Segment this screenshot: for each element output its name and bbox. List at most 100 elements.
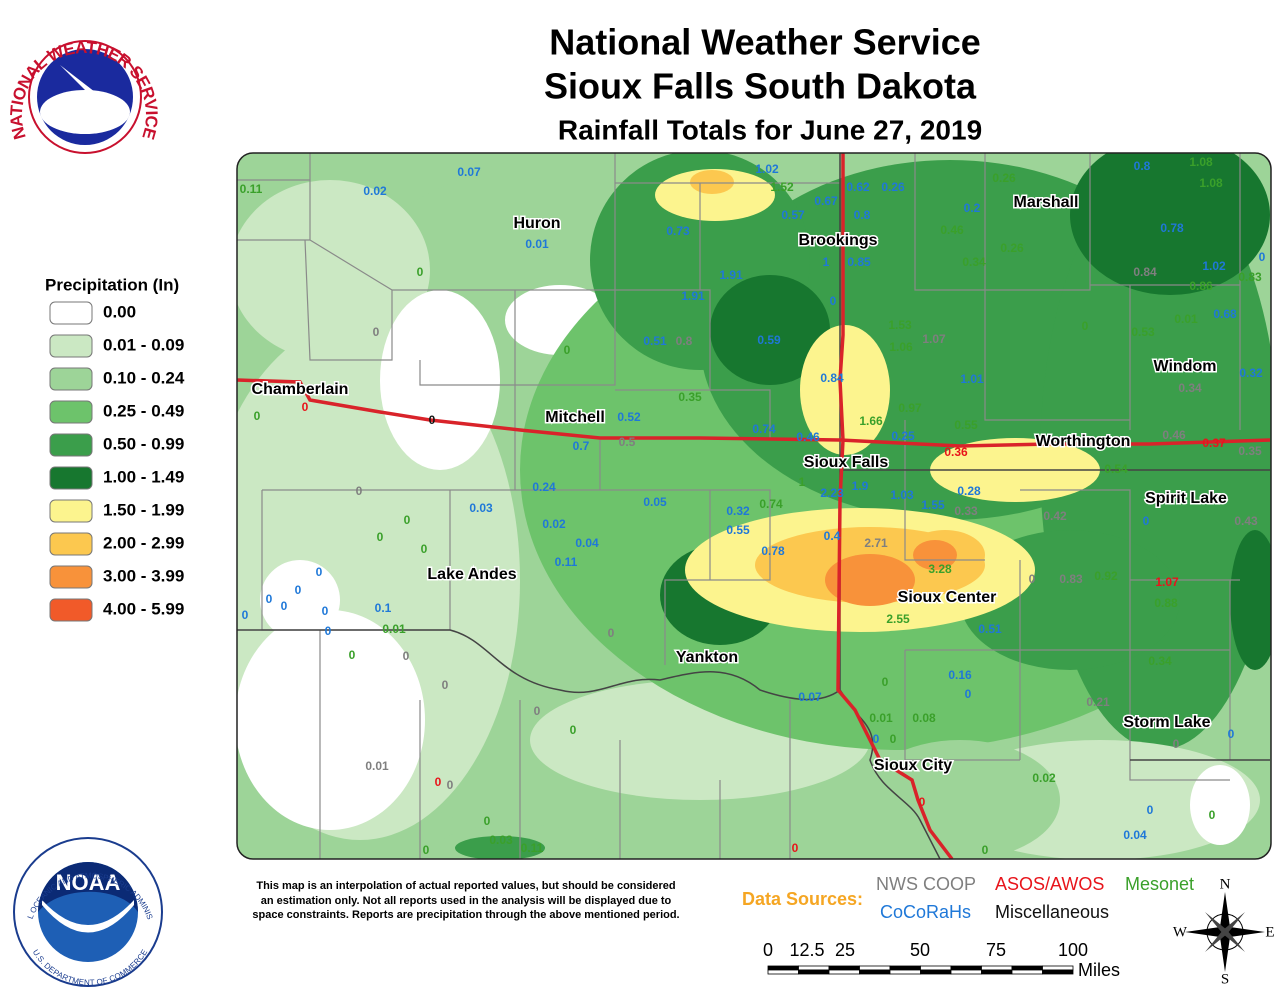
station-report: 0.28 (957, 484, 981, 498)
city-label: Sioux Falls (804, 454, 889, 471)
station-report: 0.04 (575, 536, 599, 550)
scale-segment (1011, 969, 1043, 975)
legend-label: 0.50 - 0.99 (103, 434, 184, 453)
station-report: 0 (295, 583, 302, 597)
legend-label: 4.00 - 5.99 (103, 599, 184, 618)
station-report: 0.26 (992, 171, 1016, 185)
city-labels: Huron Brookings Marshall Chamberlain Mitchel… (250, 193, 1228, 776)
station-report: 0 (403, 649, 410, 663)
scale-label: 75 (986, 940, 1006, 960)
scale-segment (859, 965, 891, 971)
station-report: 1.55 (921, 498, 945, 512)
station-report: 0.4 (824, 529, 841, 543)
map-frame (236, 152, 1272, 860)
station-report: 0.78 (761, 544, 785, 558)
compass-s: S (1221, 971, 1229, 987)
station-report: 0.5 (619, 435, 636, 449)
station-report: 0 (608, 626, 615, 640)
station-report: 0 (484, 814, 491, 828)
station-report: 0.36 (944, 445, 968, 459)
scale-segment (889, 965, 921, 971)
station-report: 0.46 (1162, 428, 1186, 442)
scale-segment (950, 965, 982, 971)
legend-label: 2.00 - 2.99 (103, 533, 184, 552)
precip-area (710, 275, 830, 385)
city-label: Storm Lake (1123, 714, 1210, 731)
station-report: 0.33 (954, 504, 978, 518)
city-label: Yankton (676, 649, 738, 666)
precip-area (825, 554, 915, 606)
station-report: 0.02 (363, 184, 387, 198)
station-report: 0.01 (382, 622, 406, 636)
precip-area (655, 169, 775, 221)
precip-area (690, 170, 734, 194)
station-report: 0.02 (542, 517, 566, 531)
data-source: CoCoRaHs (880, 902, 971, 922)
data-source: Mesonet (1125, 874, 1194, 894)
city-label: Sioux Center (898, 589, 997, 606)
station-report: 0 (447, 778, 454, 792)
station-report: 0 (1082, 319, 1089, 333)
station-report: 0.51 (978, 622, 1002, 636)
station-report: 0 (417, 265, 424, 279)
city-label: Marshall (1014, 194, 1079, 211)
station-report: 1.91 (681, 289, 705, 303)
station-report: 0 (377, 530, 384, 544)
station-reports: 0 0.8 1.07 0.84 0.34 0.5 0 0.33 0.42 0.43 2.71 0 0.8… (240, 155, 1266, 857)
compass: N S E W (1173, 876, 1275, 987)
city-label: Huron (513, 215, 560, 232)
station-report: 1.07 (922, 332, 946, 346)
station-report: 0.01 (1174, 312, 1198, 326)
scale-segment (798, 969, 830, 975)
legend-swatch (49, 565, 93, 589)
station-report: 0.92 (1094, 569, 1118, 583)
station-report: 0.25 (891, 429, 915, 443)
station-report: 0.74 (759, 497, 783, 511)
station-report: 0.11 (521, 841, 544, 855)
station-report: 0.8 (1134, 159, 1151, 173)
map: 0 0.8 1.07 0.84 0.34 0.5 0 0.33 0.42 0.43 2.71 0 0.8… (237, 153, 1271, 859)
station-report: 0.32 (1239, 366, 1263, 380)
station-report: 0.85 (847, 255, 871, 269)
map-title: Rainfall Totals for June 27, 2019 (558, 114, 982, 145)
station-report: 0.7 (573, 439, 590, 453)
station-report: 0.59 (757, 333, 781, 347)
station-report: 1 (799, 475, 806, 489)
station-report: 0.11 (555, 555, 578, 569)
data-source: ASOS/AWOS (995, 874, 1104, 894)
scale-segment (981, 969, 1013, 975)
scale-segment (859, 969, 891, 975)
legend-label: 0.25 - 0.49 (103, 401, 184, 420)
station-report: 0 (429, 413, 436, 427)
station-report: 0.84 (820, 371, 844, 385)
data-sources: NWS COOP ASOS/AWOS Mesonet CoCoRaHs Miscella… (876, 874, 1194, 922)
legend-swatch (49, 334, 93, 358)
station-report: 0 (1143, 514, 1150, 528)
compass-e: E (1265, 924, 1274, 940)
station-report: 0 (266, 592, 273, 606)
scale-segment (920, 969, 952, 975)
station-report: 0 (570, 723, 577, 737)
station-report: 0.01 (365, 759, 389, 773)
station-report: 0.52 (617, 410, 641, 424)
station-report: 0.97 (898, 401, 922, 415)
scale-label: 50 (910, 940, 930, 960)
station-report: 1.66 (859, 414, 883, 428)
station-report: 0.03 (469, 501, 493, 515)
station-report: 0.67 (814, 194, 838, 208)
station-report: 0.26 (881, 180, 905, 194)
scale-label: 12.5 (789, 940, 824, 960)
compass-n: N (1220, 876, 1231, 892)
station-report: 0.43 (1234, 514, 1258, 528)
station-report: 0.35 (678, 390, 702, 404)
city-label: Brookings (798, 232, 877, 249)
station-report: 1.07 (1155, 575, 1179, 589)
station-report: 0.34 (962, 255, 986, 269)
legend-swatch (49, 499, 93, 523)
station-report: 0 (890, 732, 897, 746)
legend-label: 0.01 - 0.09 (103, 335, 184, 354)
disclaimer-line: an estimation only. Not all reports used… (261, 895, 672, 907)
station-report: 0.55 (954, 418, 978, 432)
